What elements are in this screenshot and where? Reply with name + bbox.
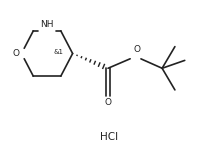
- Text: O: O: [133, 46, 140, 54]
- Text: &1: &1: [54, 49, 64, 55]
- Text: O: O: [104, 98, 111, 107]
- Text: NH: NH: [40, 20, 54, 29]
- Text: O: O: [12, 49, 19, 58]
- Text: HCl: HCl: [100, 132, 118, 142]
